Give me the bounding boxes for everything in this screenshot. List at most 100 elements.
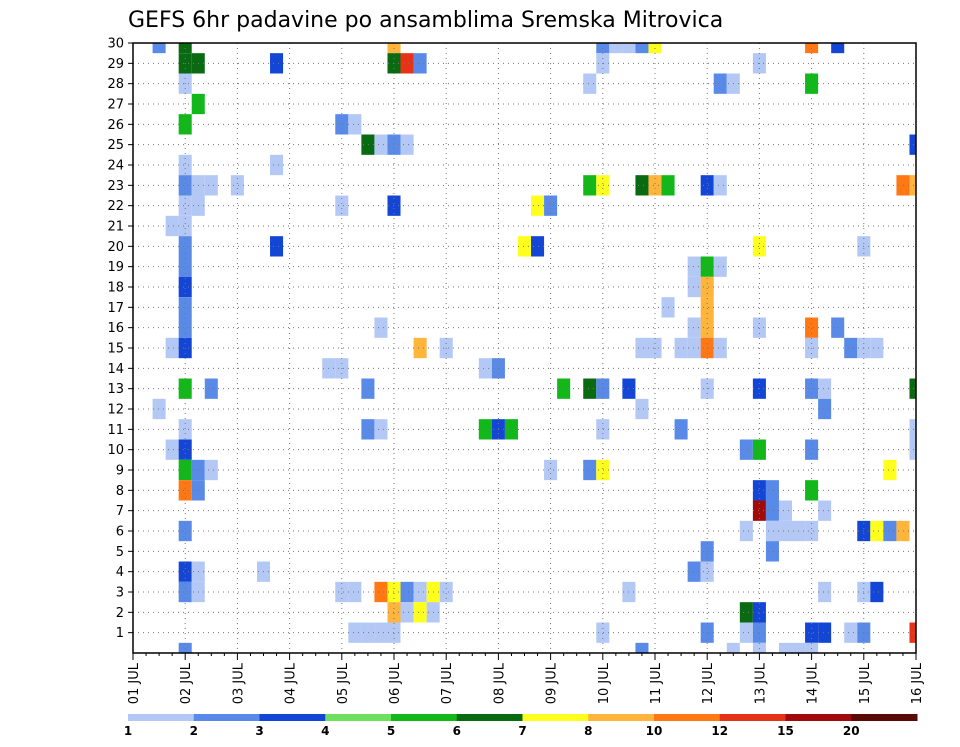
colorbar-label: 4	[321, 724, 329, 738]
heatmap-cell	[413, 602, 427, 623]
heatmap-cell	[361, 134, 375, 155]
colorbar-segment	[193, 714, 260, 721]
heatmap-cell	[805, 480, 819, 501]
heatmap-cell	[165, 215, 179, 237]
heatmap-cell	[361, 622, 375, 643]
heatmap-cell	[909, 439, 916, 460]
heatmap-cell	[778, 642, 793, 653]
heatmap-cell	[178, 114, 192, 135]
heatmap-cell	[178, 642, 192, 653]
heatmap-cell	[739, 602, 753, 623]
x-tick-label: 02 JUL	[179, 662, 194, 704]
x-tick-label: 05 JUL	[336, 662, 351, 704]
y-tick-label: 15	[107, 342, 124, 357]
x-tick-label: 14 JUL	[806, 662, 821, 704]
heatmap-cell	[635, 175, 649, 196]
y-tick-label: 1	[116, 626, 124, 641]
heatmap-cell	[178, 276, 192, 298]
heatmap-cell	[544, 195, 558, 216]
heatmap-cell	[178, 480, 192, 501]
heatmap-cell	[896, 520, 910, 542]
y-tick-label: 29	[107, 57, 124, 72]
heatmap-cell	[752, 236, 766, 257]
heatmap-cell	[870, 581, 884, 603]
heatmap-cell	[648, 175, 662, 196]
heatmap-cell	[674, 337, 688, 359]
heatmap-cell	[778, 520, 793, 542]
heatmap-cell	[909, 175, 916, 196]
colorbar-label: 1	[124, 724, 132, 738]
heatmap-cell	[726, 642, 740, 653]
heatmap-cell	[674, 419, 688, 440]
y-tick-label: 10	[107, 443, 124, 458]
colorbar-segment	[325, 714, 392, 721]
heatmap-cell	[374, 581, 388, 603]
heatmap-cell	[270, 236, 284, 257]
heatmap-cell	[178, 297, 192, 318]
heatmap-cell	[687, 256, 701, 277]
y-tick-label: 17	[107, 301, 124, 316]
heatmap-cell	[713, 175, 727, 196]
x-axis: 01 JUL 02 JUL 03 JUL 04 JUL 05 JUL 06 JUL 07 J…	[127, 653, 925, 704]
heatmap-cell	[348, 581, 362, 603]
heatmap-cell	[752, 480, 766, 501]
colorbar-segment	[785, 714, 852, 721]
heatmap-cell	[700, 276, 714, 298]
heatmap-cell	[374, 622, 388, 643]
heatmap-cell	[765, 500, 779, 521]
x-tick-label: 12 JUL	[701, 662, 716, 704]
x-tick-label: 06 JUL	[388, 662, 403, 704]
heatmap-cell	[413, 53, 427, 74]
heatmap-cell	[713, 337, 727, 359]
y-tick-label: 23	[107, 179, 124, 194]
x-tick-label: 09 JUL	[545, 662, 560, 704]
heatmap-cell	[752, 602, 766, 623]
heatmap-cell	[178, 459, 192, 481]
y-tick-label: 13	[107, 382, 124, 397]
heatmap-cell	[818, 581, 832, 603]
heatmap-cell	[818, 622, 832, 643]
y-tick-label: 20	[107, 240, 124, 255]
chart-title: GEFS 6hr padavine po ansamblima Sremska …	[128, 8, 723, 33]
heatmap-cell	[778, 500, 793, 521]
y-tick-label: 21	[107, 220, 124, 235]
heatmap-cell	[622, 43, 636, 54]
heatmap-cell	[687, 337, 701, 359]
y-tick-label: 6	[116, 525, 124, 540]
colorbar: 1 2 3 4 5 6 7 8 10 12 15 20	[124, 714, 918, 738]
y-tick-label: 22	[107, 199, 124, 214]
heatmap-cell	[583, 459, 597, 481]
heatmap-cell	[818, 500, 832, 521]
y-tick-label: 2	[116, 606, 124, 621]
heatmap-cell	[805, 520, 819, 542]
heatmap-cell	[374, 419, 388, 440]
heatmap-cell	[752, 622, 766, 643]
heatmap-cell	[844, 337, 858, 359]
colorbar-label: 10	[646, 724, 663, 738]
colorbar-label: 20	[843, 724, 860, 738]
heatmap-cell	[752, 500, 766, 521]
heatmap-cell	[805, 622, 819, 643]
colorbar-label: 5	[387, 724, 395, 738]
x-tick-label: 07 JUL	[440, 662, 455, 704]
heatmap-cell	[204, 378, 218, 399]
heatmap-cell	[896, 175, 910, 196]
y-tick-label: 5	[116, 545, 124, 560]
heatmap-cell	[831, 43, 845, 54]
heatmap-cell	[348, 114, 362, 135]
y-tick-label: 7	[116, 504, 124, 519]
heatmap-cell	[413, 337, 427, 359]
colorbar-segment	[522, 714, 589, 721]
colorbar-label: 8	[584, 724, 592, 738]
heatmap-cell	[700, 561, 714, 582]
heatmap-cell	[818, 398, 832, 420]
heatmap-cell	[752, 439, 766, 460]
heatmap-cell	[870, 337, 884, 359]
y-tick-label: 3	[116, 586, 124, 601]
y-tick-label: 19	[107, 260, 124, 275]
heatmap-cell	[178, 154, 192, 176]
y-tick-label: 9	[116, 464, 124, 479]
heatmap-cell	[400, 581, 414, 603]
y-tick-label: 11	[107, 423, 124, 438]
y-tick-label: 16	[107, 321, 124, 336]
